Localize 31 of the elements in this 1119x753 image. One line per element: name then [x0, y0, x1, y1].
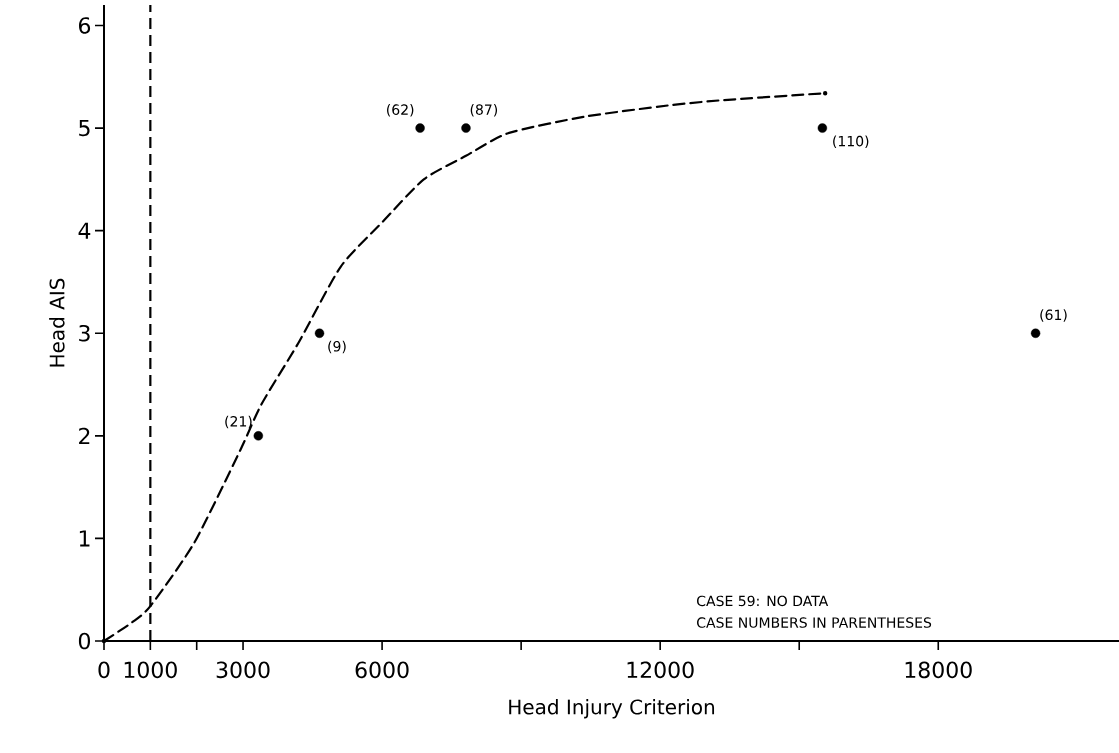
x-tick-label: 12000 [627, 661, 694, 679]
y-tick-label: 0 [78, 632, 90, 650]
point [1030, 328, 1041, 338]
x-tick-label: 18000 [905, 661, 972, 679]
y-tick-label: 3 [79, 324, 90, 342]
point [253, 431, 264, 441]
x-tick-label: 3000 [216, 661, 270, 679]
point [415, 123, 425, 133]
y-tick-label: 6 [79, 17, 91, 34]
annotation: CASE 59: NO DATA [697, 595, 829, 607]
y-tick-label: 4 [78, 222, 91, 239]
y-axis-title: Head AIS [49, 278, 65, 367]
point [822, 91, 828, 96]
x-tick-label: 1000 [124, 661, 177, 679]
annotation: (110) [833, 135, 869, 149]
y-tick-label: 1 [79, 530, 90, 547]
point [461, 123, 471, 133]
point [101, 638, 107, 644]
annotation: (87) [470, 104, 498, 117]
annotation: (62) [387, 104, 414, 117]
x-tick-label: 6000 [355, 661, 409, 679]
point [817, 123, 828, 133]
x-axis-title: Head Injury Criterion [509, 699, 715, 719]
y-tick-label: 2 [79, 427, 90, 444]
annotation: (9) [328, 340, 346, 354]
annotation: (21) [225, 415, 252, 429]
annotation: CASE NUMBERS IN PARENTHESES [697, 617, 932, 628]
y-tick-label: 5 [79, 119, 90, 137]
point [314, 328, 325, 338]
x-tick-label: 0 [98, 661, 110, 679]
annotation: (61) [1040, 309, 1067, 322]
